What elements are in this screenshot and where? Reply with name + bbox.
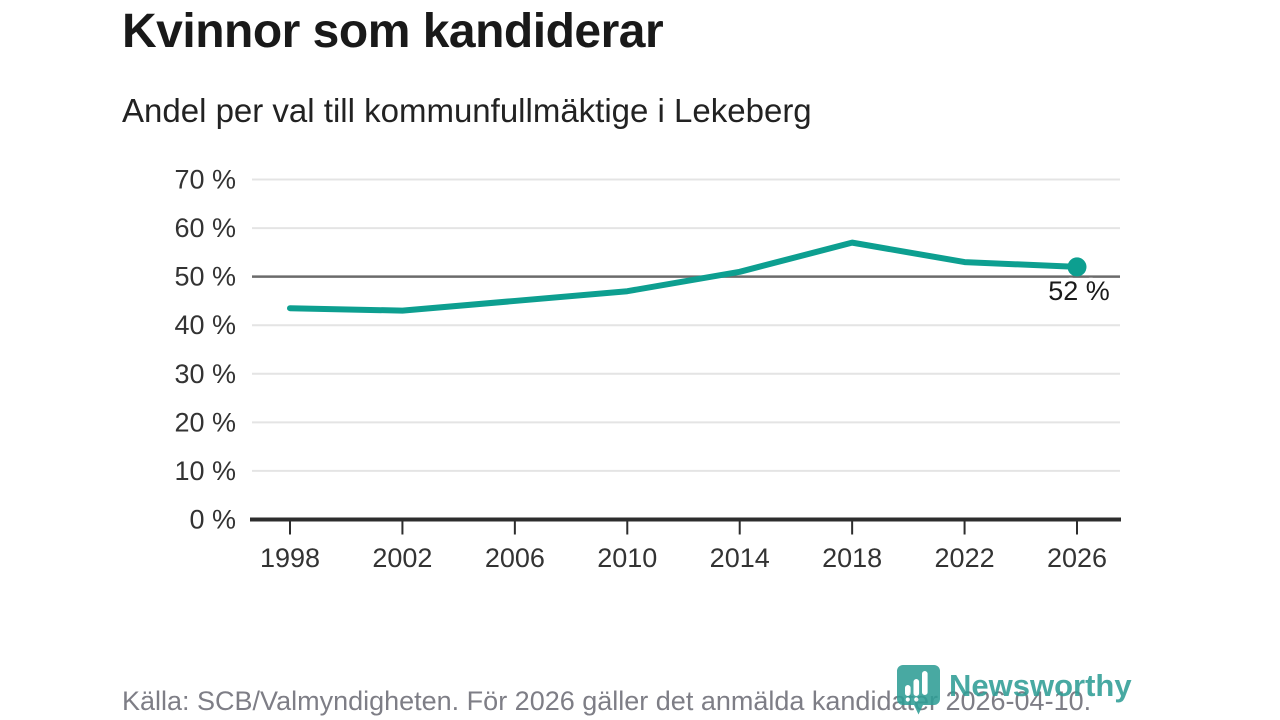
- newsworthy-wordmark: Newsworthy: [949, 668, 1132, 703]
- bar-chart-pin-icon: [897, 665, 940, 715]
- x-tick-label: 2018: [822, 543, 882, 573]
- y-tick-label: 10 %: [174, 456, 236, 486]
- end-point-marker: [1067, 257, 1087, 277]
- y-tick-label: 30 %: [174, 359, 236, 389]
- chart-title: Kvinnor som kandiderar: [122, 5, 664, 58]
- y-tick-label: 20 %: [174, 407, 236, 437]
- gridlines: [252, 178, 1120, 472]
- newsworthy-logo: Newsworthy: [896, 664, 1132, 717]
- x-tick-label: 1998: [260, 543, 320, 573]
- axes: [250, 517, 1121, 535]
- x-tick-label: 2014: [710, 543, 770, 573]
- y-tick-label: 40 %: [174, 310, 236, 340]
- data-series: 52 %: [287, 239, 1113, 314]
- x-tick-label: 2002: [372, 543, 432, 573]
- axis-labels: 0 % 10 % 20 % 30 % 40 % 50 % 60 % 70 % 1998 2002 2…: [174, 165, 1107, 574]
- x-tick-label: 2026: [1047, 543, 1107, 573]
- x-tick-label: 2010: [597, 543, 657, 573]
- chart-subtitle: Andel per val till kommunfullmäktige i L…: [122, 92, 812, 129]
- y-tick-label: 50 %: [174, 262, 236, 292]
- end-point-label: 52 %: [1048, 276, 1110, 306]
- x-tick-label: 2022: [935, 543, 995, 573]
- data-line: [287, 239, 1080, 314]
- y-tick-label: 60 %: [174, 213, 236, 243]
- y-tick-label: 0 %: [189, 505, 236, 535]
- x-tick-label: 2006: [485, 543, 545, 573]
- y-tick-label: 70 %: [174, 165, 236, 195]
